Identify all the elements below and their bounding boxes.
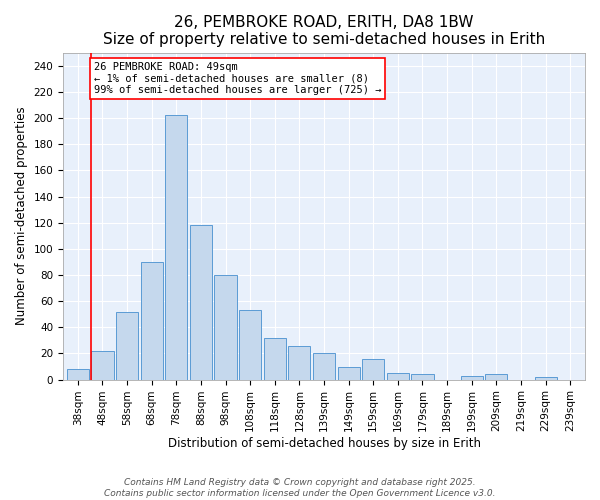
Bar: [461, 376, 483, 380]
Bar: [91, 351, 113, 380]
Bar: [387, 373, 409, 380]
Bar: [165, 116, 187, 380]
Bar: [140, 262, 163, 380]
Bar: [116, 312, 138, 380]
Bar: [263, 338, 286, 380]
Bar: [338, 366, 360, 380]
Bar: [535, 377, 557, 380]
X-axis label: Distribution of semi-detached houses by size in Erith: Distribution of semi-detached houses by …: [167, 437, 481, 450]
Text: Contains HM Land Registry data © Crown copyright and database right 2025.
Contai: Contains HM Land Registry data © Crown c…: [104, 478, 496, 498]
Y-axis label: Number of semi-detached properties: Number of semi-detached properties: [15, 107, 28, 326]
Bar: [313, 354, 335, 380]
Bar: [67, 369, 89, 380]
Bar: [362, 358, 385, 380]
Title: 26, PEMBROKE ROAD, ERITH, DA8 1BW
Size of property relative to semi-detached hou: 26, PEMBROKE ROAD, ERITH, DA8 1BW Size o…: [103, 15, 545, 48]
Bar: [214, 275, 236, 380]
Bar: [239, 310, 261, 380]
Text: 26 PEMBROKE ROAD: 49sqm
← 1% of semi-detached houses are smaller (8)
99% of semi: 26 PEMBROKE ROAD: 49sqm ← 1% of semi-det…: [94, 62, 382, 95]
Bar: [289, 346, 310, 380]
Bar: [190, 226, 212, 380]
Bar: [485, 374, 508, 380]
Bar: [412, 374, 434, 380]
